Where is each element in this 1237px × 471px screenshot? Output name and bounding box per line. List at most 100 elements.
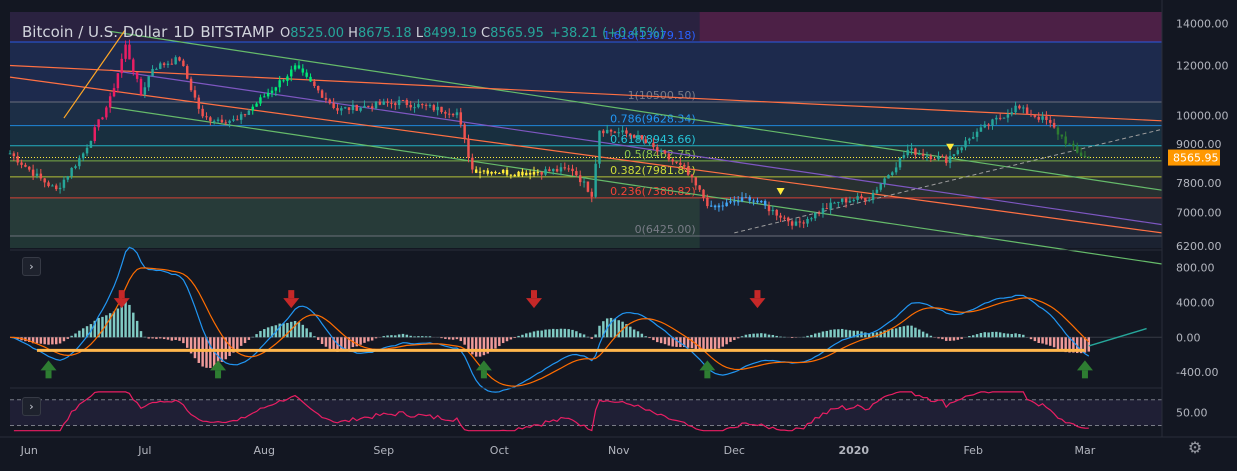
macd-histogram-bar bbox=[845, 330, 847, 338]
interval-label[interactable]: 1D bbox=[173, 23, 194, 41]
candle-body bbox=[525, 173, 527, 175]
candle-body bbox=[1014, 106, 1016, 113]
candle-body bbox=[490, 172, 492, 174]
macd-histogram-bar bbox=[317, 337, 319, 340]
macd-histogram-bar bbox=[259, 331, 261, 337]
macd-histogram-bar bbox=[128, 305, 130, 337]
macd-histogram-bar bbox=[972, 335, 974, 337]
candle-body bbox=[205, 116, 207, 117]
macd-histogram-bar bbox=[43, 337, 45, 344]
macd-histogram-bar bbox=[833, 329, 835, 337]
macd-histogram-bar bbox=[637, 331, 639, 337]
fib-label: 0.236(7388.82) bbox=[610, 185, 696, 198]
macd-histogram-bar bbox=[976, 334, 978, 337]
candle-body bbox=[1003, 118, 1005, 119]
macd-histogram-bar bbox=[121, 305, 123, 337]
candle-body bbox=[714, 206, 716, 208]
candle-body bbox=[829, 203, 831, 209]
candle-body bbox=[930, 156, 932, 159]
candle-body bbox=[467, 139, 469, 158]
macd-histogram-bar bbox=[822, 331, 824, 337]
candle-body bbox=[548, 169, 550, 171]
price-tick-label: 50.00 bbox=[1176, 407, 1208, 420]
macd-histogram-bar bbox=[533, 331, 535, 337]
macd-histogram-bar bbox=[113, 311, 115, 337]
candle-body bbox=[991, 119, 993, 125]
macd-histogram-bar bbox=[375, 337, 377, 338]
candle-body bbox=[340, 108, 342, 110]
candle-body bbox=[806, 219, 808, 224]
candle-body bbox=[671, 159, 673, 161]
price-tick-label: 7000.00 bbox=[1176, 207, 1222, 220]
macd-collapse-button[interactable]: › bbox=[22, 257, 41, 276]
candle-body bbox=[802, 222, 804, 223]
price-tick-label: 10000.00 bbox=[1176, 109, 1229, 122]
macd-histogram-bar bbox=[610, 318, 612, 337]
macd-histogram-bar bbox=[664, 337, 666, 344]
candle-body bbox=[606, 130, 608, 133]
candle-body bbox=[144, 87, 146, 94]
candle-body bbox=[845, 198, 847, 202]
candle-body bbox=[28, 167, 30, 170]
ohlc-values: O8525.00 H8675.18 L8499.19 C8565.95 bbox=[280, 26, 544, 41]
macd-histogram-bar bbox=[521, 335, 523, 338]
candle-body bbox=[818, 213, 820, 214]
candle-body bbox=[32, 170, 34, 176]
candle-body bbox=[336, 108, 338, 111]
candle-body bbox=[980, 127, 982, 131]
macd-histogram-bar bbox=[564, 329, 566, 337]
macd-histogram-bar bbox=[479, 337, 481, 356]
macd-histogram-bar bbox=[810, 335, 812, 337]
macd-histogram-bar bbox=[598, 326, 600, 338]
candle-body bbox=[698, 185, 700, 189]
gear-icon[interactable]: ⚙ bbox=[1185, 438, 1205, 458]
candle-body bbox=[294, 65, 296, 69]
macd-histogram-bar bbox=[714, 337, 716, 350]
macd-histogram-bar bbox=[552, 329, 554, 337]
candle-body bbox=[371, 106, 373, 108]
candle-body bbox=[1076, 146, 1078, 152]
candle-body bbox=[433, 105, 435, 110]
price-tick-label: 800.00 bbox=[1176, 262, 1215, 275]
symbol-header: Bitcoin / U.S. Dollar 1D BITSTAMP O8525.… bbox=[22, 23, 664, 43]
macd-histogram-bar bbox=[633, 329, 635, 337]
candle-body bbox=[24, 165, 26, 167]
macd-histogram-bar bbox=[583, 334, 585, 337]
arrow-stem bbox=[481, 370, 487, 378]
candle-body bbox=[598, 131, 600, 164]
candle-body bbox=[421, 104, 423, 105]
candle-body bbox=[941, 156, 943, 157]
candle-body bbox=[760, 201, 762, 202]
candle-body bbox=[147, 76, 149, 87]
rsi-collapse-button[interactable]: › bbox=[22, 397, 41, 416]
macd-histogram-bar bbox=[136, 321, 138, 337]
change-value: +38.21 (+0.45%) bbox=[550, 26, 665, 41]
candle-body bbox=[552, 169, 554, 171]
macd-histogram-bar bbox=[1088, 337, 1090, 351]
candle-body bbox=[425, 105, 427, 106]
candle-body bbox=[856, 196, 858, 200]
candle-body bbox=[722, 205, 724, 206]
candle-body bbox=[995, 118, 997, 120]
candle-body bbox=[614, 132, 616, 133]
candle-body bbox=[248, 111, 250, 115]
candle-body bbox=[537, 172, 539, 173]
candle-body bbox=[163, 63, 165, 65]
macd-histogram-bar bbox=[263, 329, 265, 337]
candle-body bbox=[571, 169, 573, 171]
arrow-stem bbox=[754, 290, 760, 298]
candle-body bbox=[151, 69, 153, 76]
candle-body bbox=[117, 73, 119, 88]
candle-body bbox=[456, 112, 458, 115]
candle-body bbox=[251, 107, 253, 111]
macd-histogram-bar bbox=[856, 331, 858, 337]
macd-histogram-bar bbox=[463, 337, 465, 344]
candle-body bbox=[510, 175, 512, 176]
candle-body bbox=[140, 79, 142, 95]
fib-label: 0(6425.00) bbox=[635, 223, 696, 236]
macd-histogram-bar bbox=[837, 329, 839, 337]
candle-body bbox=[1034, 115, 1036, 117]
macd-histogram-bar bbox=[402, 334, 404, 337]
